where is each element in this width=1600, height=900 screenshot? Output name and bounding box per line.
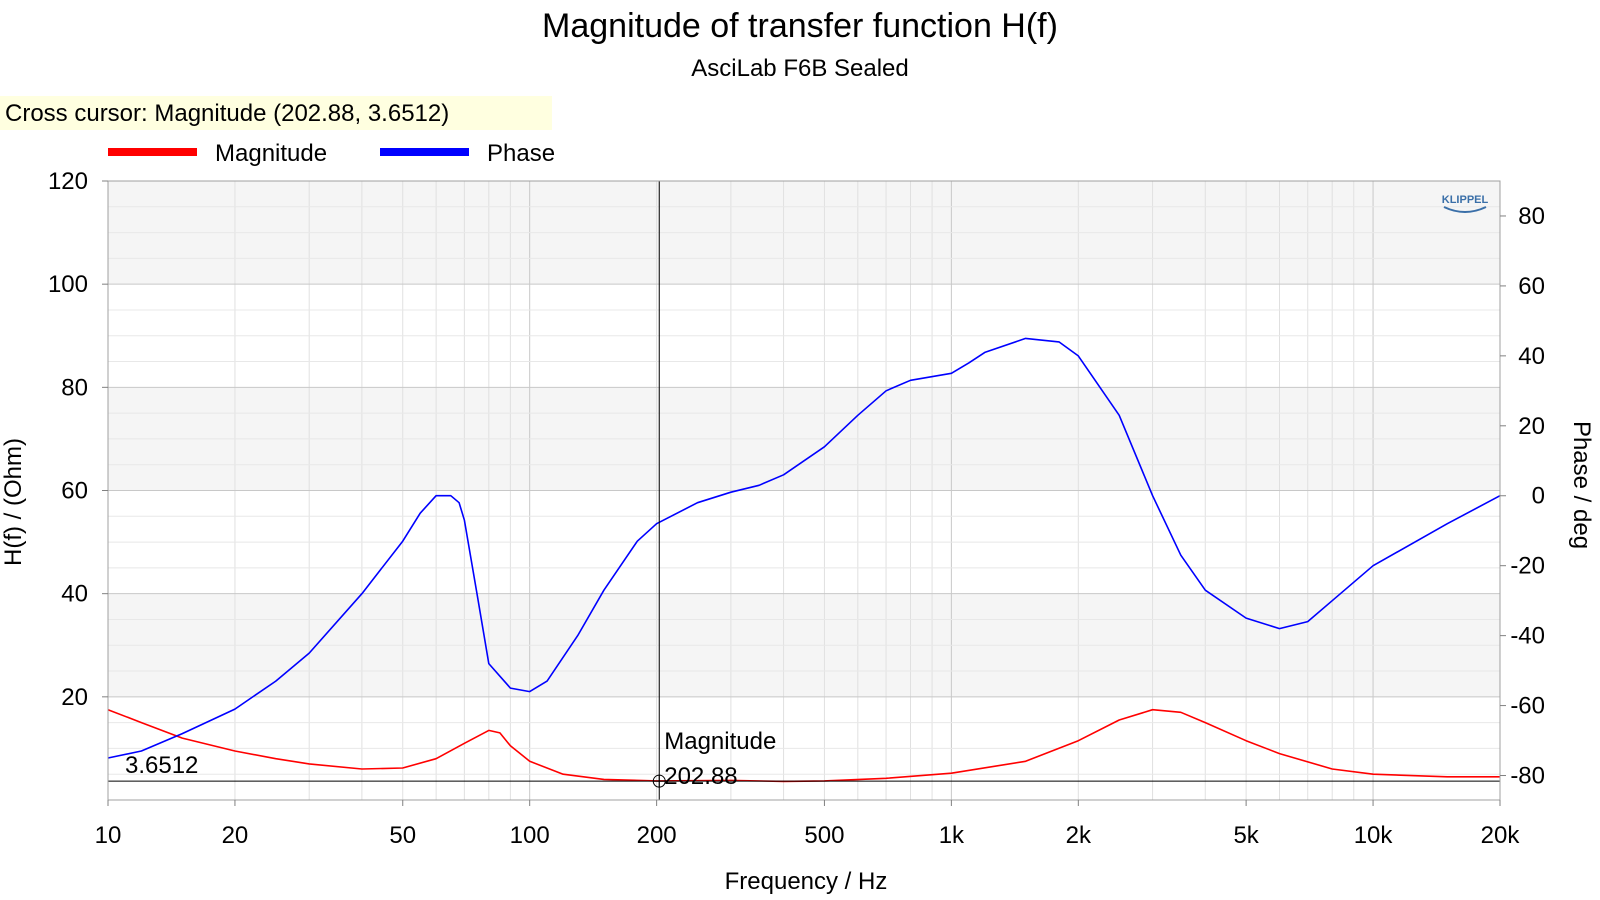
y2-tick-label: -60 bbox=[1510, 693, 1545, 720]
x-tick-label: 5k bbox=[1233, 822, 1259, 849]
legend: Magnitude Phase bbox=[108, 140, 555, 167]
x-tick-label: 10k bbox=[1354, 822, 1394, 849]
y-tick-label: 80 bbox=[61, 374, 88, 401]
legend-label-magnitude: Magnitude bbox=[215, 140, 327, 167]
legend-swatch-phase bbox=[380, 148, 469, 156]
y-tick-label: 20 bbox=[61, 684, 88, 711]
series-layer bbox=[107, 337, 1501, 783]
x-tick-label: 20k bbox=[1481, 822, 1521, 849]
y2-tick-label: 60 bbox=[1518, 273, 1545, 300]
y2-tick-label: 40 bbox=[1518, 343, 1545, 370]
y2-tick-label: 20 bbox=[1518, 413, 1545, 440]
series-line-magnitude bbox=[107, 708, 1500, 783]
cursor-series-label: Magnitude bbox=[664, 728, 776, 755]
tick-labels: 10 20 50 100 200 500 1k 2k 5k 10k 20k2040608010012… bbox=[48, 168, 1545, 849]
y-axis-label: H(f) / (Ohm) bbox=[0, 438, 27, 566]
y2-tick-label: 80 bbox=[1518, 203, 1545, 230]
y-tick-label: 100 bbox=[48, 271, 88, 298]
y-tick-label: 60 bbox=[61, 478, 88, 505]
x-tick-label: 2k bbox=[1066, 822, 1092, 849]
cursor-y-value: 3.6512 bbox=[125, 752, 198, 779]
x-axis-label: Frequency / Hz bbox=[725, 868, 888, 895]
x-tick-label: 20 bbox=[222, 822, 249, 849]
y-tick-label: 120 bbox=[48, 168, 88, 195]
legend-swatch-magnitude bbox=[108, 148, 197, 156]
x-tick-label: 200 bbox=[637, 822, 677, 849]
cursor-readout-text: Cross cursor: Magnitude (202.88, 3.6512) bbox=[5, 100, 449, 127]
y2-tick-label: 0 bbox=[1532, 483, 1545, 510]
y2-tick-label: -20 bbox=[1510, 553, 1545, 580]
x-tick-label: 1k bbox=[939, 822, 965, 849]
grid-lines bbox=[108, 181, 1500, 800]
klippel-logo-text: KLIPPEL bbox=[1442, 194, 1489, 206]
cursor-readout-box bbox=[0, 96, 552, 130]
x-tick-label: 10 bbox=[95, 822, 122, 849]
x-tick-label: 100 bbox=[510, 822, 550, 849]
klippel-logo: KLIPPEL bbox=[1442, 194, 1489, 213]
chart-subtitle: AsciLab F6B Sealed bbox=[691, 55, 908, 82]
y2-tick-label: -80 bbox=[1510, 763, 1545, 790]
x-tick-label: 50 bbox=[389, 822, 416, 849]
cross-cursor[interactable]: Magnitude 202.88 3.6512 bbox=[108, 181, 1500, 800]
klippel-logo-arc bbox=[1443, 206, 1487, 213]
chart-title: Magnitude of transfer function H(f) bbox=[542, 7, 1058, 45]
series-line-phase bbox=[107, 337, 1501, 759]
y2-axis-label: Phase / deg bbox=[1568, 421, 1595, 549]
y-tick-label: 40 bbox=[61, 581, 88, 608]
cursor-x-value: 202.88 bbox=[664, 763, 737, 790]
x-tick-label: 500 bbox=[804, 822, 844, 849]
y2-tick-label: -40 bbox=[1510, 623, 1545, 650]
legend-label-phase: Phase bbox=[487, 140, 555, 167]
